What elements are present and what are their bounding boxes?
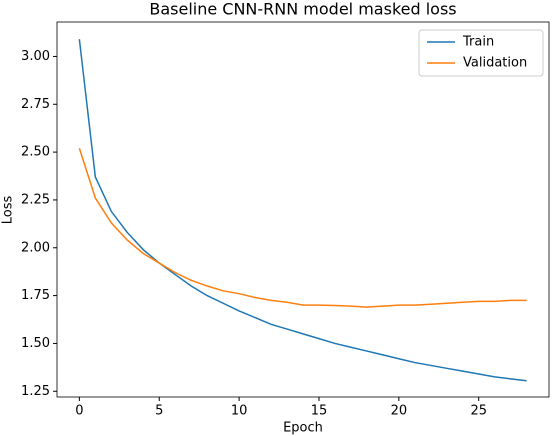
chart-title: Baseline CNN-RNN model masked loss	[149, 0, 456, 19]
plot-frame	[56, 21, 550, 398]
x-axis-label: Epoch	[283, 421, 323, 436]
y-tick-label: 1.75	[21, 288, 50, 303]
legend-label: Train	[462, 35, 494, 50]
x-tick-label: 15	[311, 404, 328, 419]
y-tick-label: 2.50	[21, 145, 50, 160]
y-axis-label: Loss	[1, 196, 16, 225]
y-tick-label: 1.50	[21, 336, 50, 351]
y-tick-label: 1.25	[21, 384, 50, 399]
line-series	[78, 39, 527, 382]
x-tick-label: 10	[231, 404, 248, 419]
x-tick-label: 5	[155, 404, 163, 419]
y-tick-label: 2.25	[21, 192, 50, 207]
x-tick-label: 0	[75, 404, 83, 419]
x-tick-label: 20	[391, 404, 408, 419]
y-tick-label: 2.75	[21, 97, 50, 112]
legend-label: Validation	[463, 56, 527, 71]
y-tick-label: 3.00	[21, 49, 50, 64]
y-tick-label: 2.00	[21, 240, 50, 255]
x-tick-label: 25	[470, 404, 487, 419]
line-series	[78, 148, 527, 308]
